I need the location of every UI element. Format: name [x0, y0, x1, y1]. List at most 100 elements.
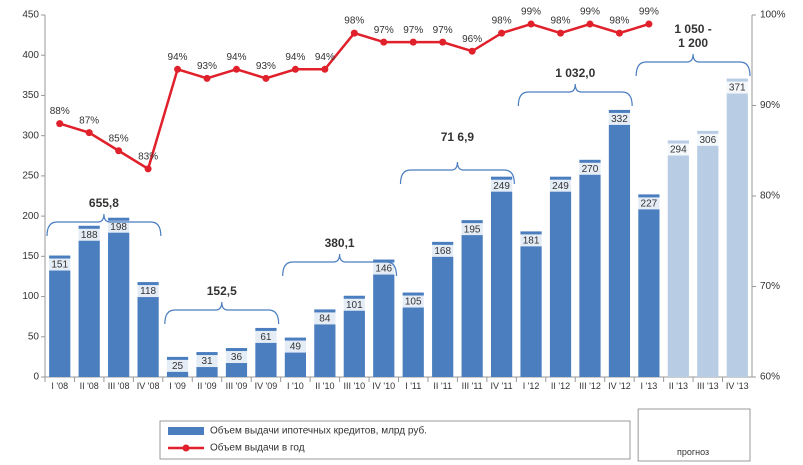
- forecast-label: прогноз: [676, 447, 710, 457]
- x-tick-label: II '09: [197, 381, 217, 391]
- bar-label-bg: [166, 359, 189, 372]
- y-tick-label: 250: [22, 171, 39, 182]
- x-tick-label: II '12: [550, 381, 571, 391]
- bar-label: 188: [81, 230, 98, 241]
- x-tick-label: IV '10: [372, 381, 396, 391]
- bar-label: 36: [231, 352, 243, 363]
- bar-label: 25: [172, 361, 184, 372]
- bar: [314, 309, 336, 377]
- line-marker: [291, 65, 299, 73]
- bar-label-bg: [372, 262, 395, 275]
- x-tick-label: II '08: [79, 381, 99, 391]
- y-tick-label: 100: [22, 291, 39, 302]
- y-tick-label: 50: [28, 331, 40, 342]
- bar-label-bg: [696, 133, 719, 146]
- x-tick-label: III '11: [461, 381, 483, 391]
- bar: [49, 255, 71, 377]
- bar-label: 118: [140, 286, 156, 297]
- x-tick-label: I '10: [287, 381, 304, 391]
- bracket: [164, 301, 280, 325]
- bar-label-bg: [343, 298, 366, 311]
- annotation: 1 050 - 1 200: [674, 22, 712, 50]
- bar-label: 101: [346, 300, 363, 311]
- bar-label: 332: [611, 114, 628, 125]
- y2-tick-label: 60%: [760, 372, 780, 383]
- legend-box: [159, 420, 631, 460]
- annotation: 152,5: [206, 284, 237, 298]
- bar-label-bg: [196, 355, 219, 368]
- bar-label-bg: [284, 340, 307, 353]
- bar: [432, 241, 454, 377]
- bar-label: 249: [493, 181, 510, 192]
- bracket: [635, 53, 751, 77]
- bar: [461, 220, 483, 377]
- legend-label: Объем выдачи в год: [210, 442, 305, 454]
- y2-tick-label: 90%: [760, 100, 780, 111]
- y2-tick-label: 70%: [760, 281, 780, 292]
- y-tick-label: 150: [22, 251, 39, 262]
- y-tick-label: 400: [22, 50, 39, 61]
- x-tick-label: IV '12: [608, 381, 631, 391]
- x-tick-label: I '12: [522, 381, 540, 391]
- line-marker: [380, 38, 388, 46]
- bar-label-bg: [637, 197, 660, 210]
- line-marker: [144, 165, 152, 173]
- x-tick-label: III '12: [579, 381, 601, 391]
- x-tick-label: II '13: [668, 381, 688, 391]
- bar-label: 49: [290, 342, 302, 353]
- bar-label-bg: [402, 295, 425, 308]
- bar: [579, 159, 601, 377]
- bar-label: 181: [523, 236, 540, 247]
- bar: [490, 176, 513, 377]
- bar-label-bg: [225, 351, 248, 364]
- annotation: 655,8: [88, 196, 119, 210]
- line-label: 88%: [50, 106, 70, 117]
- bar: [726, 78, 748, 377]
- x-tick-label: III '13: [696, 381, 719, 391]
- bar-label-bg: [667, 143, 690, 156]
- bar-label: 371: [729, 83, 746, 94]
- bar-label-bg: [137, 285, 160, 298]
- line-label: 87%: [79, 115, 99, 126]
- line-marker: [232, 65, 240, 73]
- x-tick-label: II '10: [315, 381, 335, 391]
- line-marker: [557, 29, 565, 37]
- bracket: [46, 213, 162, 237]
- x-tick-label: IV '08: [136, 381, 160, 391]
- line-label: 99%: [521, 7, 541, 18]
- bar-label-bg: [313, 312, 336, 325]
- line-label: 94%: [285, 52, 305, 63]
- bar-label-bg: [608, 112, 631, 125]
- bar-label: 270: [582, 164, 599, 175]
- bar: [137, 282, 159, 377]
- legend-swatch: [168, 427, 204, 435]
- line-marker: [615, 29, 623, 37]
- bar-label: 227: [641, 199, 658, 210]
- y-tick-label: 0: [33, 372, 39, 383]
- bar: [667, 140, 689, 377]
- line-label: 98%: [551, 16, 571, 27]
- forecast-box: [637, 408, 751, 462]
- bar: [78, 225, 100, 377]
- bar: [402, 292, 424, 377]
- line: [59, 22, 650, 171]
- bar: [373, 259, 395, 377]
- line-marker: [527, 20, 535, 28]
- line-label: 94%: [226, 52, 246, 63]
- line-marker: [262, 74, 270, 82]
- line-label: 98%: [609, 16, 629, 27]
- bracket: [517, 83, 633, 107]
- y2-tick-label: 100%: [760, 10, 786, 21]
- bar: [108, 217, 130, 377]
- line-label: 85%: [109, 133, 129, 144]
- y-tick-label: 350: [22, 90, 39, 101]
- x-tick-label: IV '11: [490, 381, 513, 391]
- line-label: 97%: [403, 25, 423, 36]
- line-marker: [439, 38, 447, 46]
- annotation: 71 6,9: [440, 130, 475, 144]
- bar-label-bg: [578, 162, 601, 175]
- line-label: 99%: [639, 7, 659, 18]
- line-marker: [586, 20, 594, 28]
